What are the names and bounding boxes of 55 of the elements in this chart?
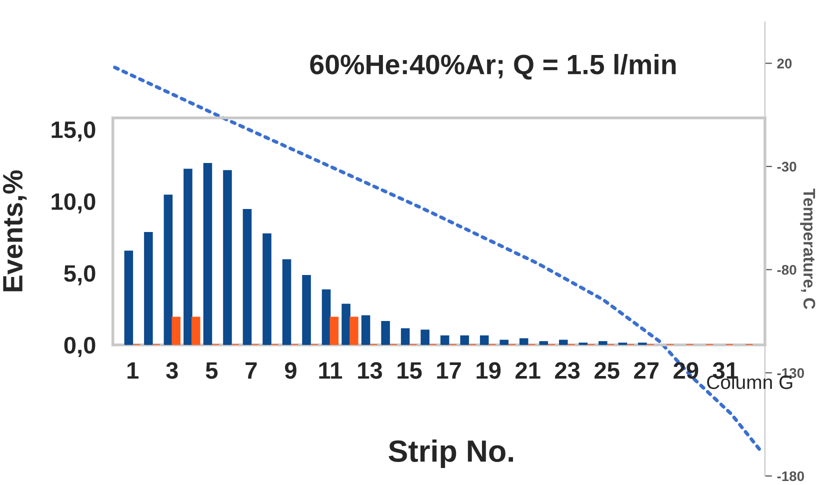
x-tick-label: 11 (319, 362, 342, 379)
bar (480, 335, 489, 345)
x-tick-label: 5 (206, 362, 218, 379)
x-tick-label: 17 (437, 362, 461, 379)
y2-axis-title: Temperature, C (800, 188, 816, 310)
bar (400, 328, 410, 345)
y-tick-label: 5,0 (64, 265, 96, 286)
bar (191, 316, 200, 345)
bar (172, 316, 180, 345)
bar (342, 304, 350, 345)
x-tick-label: 13 (358, 362, 382, 379)
bar (164, 194, 173, 345)
x-tick-label: 7 (246, 362, 257, 379)
bar (330, 316, 339, 345)
bar (282, 259, 292, 345)
bar (322, 289, 331, 345)
x-tick-label: 27 (634, 362, 658, 379)
bar (361, 315, 370, 345)
bar (262, 233, 272, 345)
bar (124, 250, 134, 345)
bar (381, 321, 390, 345)
x-tick-label: 25 (594, 362, 620, 379)
x-tick-label: 21 (516, 362, 540, 379)
bar (223, 170, 232, 345)
y2-tick-label: 20 (777, 58, 792, 68)
bar (598, 341, 608, 345)
y2-tick-label: -180 (777, 471, 804, 482)
bar (558, 340, 568, 345)
bar (203, 162, 212, 345)
x-tick-label: 1 (128, 362, 139, 379)
chart-title: 60%He:40%Ar; Q = 1.5 l/min (310, 54, 676, 80)
bar (420, 330, 430, 345)
bar (184, 168, 192, 345)
x-tick-label: 15 (398, 362, 422, 379)
bar (440, 335, 450, 345)
x-tick-label: 23 (555, 362, 580, 379)
x-tick-label: 9 (284, 362, 296, 379)
y-tick-label: 10,0 (52, 193, 96, 214)
y-tick-label: 15,0 (52, 121, 96, 142)
y2-tick-label: -30 (777, 162, 796, 172)
bar (302, 275, 311, 345)
bar (460, 335, 469, 345)
y-tick-label: 0,0 (64, 336, 96, 358)
bar (350, 316, 358, 345)
bar (519, 338, 528, 345)
x-axis-title: Strip No. (388, 440, 513, 468)
y-axis-title: Events,% (3, 170, 27, 292)
bar (144, 232, 153, 345)
x-tick-label: 3 (166, 362, 178, 379)
bar (500, 340, 508, 345)
x-tick-label: 29 (674, 362, 698, 379)
bar (539, 341, 548, 345)
y2-tick-label: -80 (777, 264, 796, 275)
bar (242, 208, 252, 345)
x-tick-label: 19 (476, 362, 501, 379)
